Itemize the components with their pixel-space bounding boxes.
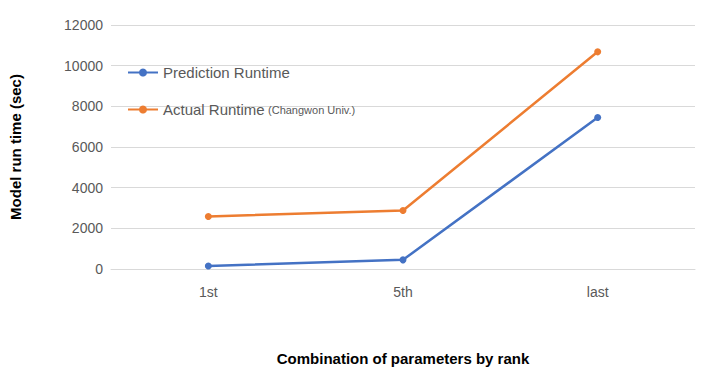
svg-text:6000: 6000 [72, 139, 103, 155]
svg-text:5th: 5th [393, 284, 412, 300]
svg-text:Actual Runtime: Actual Runtime [163, 101, 265, 118]
svg-text:Model run time (sec): Model run time (sec) [7, 74, 24, 220]
svg-text:0: 0 [95, 261, 103, 277]
svg-text:2000: 2000 [72, 220, 103, 236]
svg-text:12000: 12000 [64, 17, 103, 33]
svg-text:8000: 8000 [72, 98, 103, 114]
svg-text:(Changwon Univ.): (Changwon Univ.) [268, 104, 355, 116]
svg-text:Prediction Runtime: Prediction Runtime [163, 64, 290, 81]
svg-text:last: last [587, 284, 609, 300]
svg-text:1st: 1st [199, 284, 218, 300]
svg-text:Combination of parameters by r: Combination of parameters by rank [277, 350, 530, 367]
svg-text:10000: 10000 [64, 58, 103, 74]
svg-text:4000: 4000 [72, 180, 103, 196]
